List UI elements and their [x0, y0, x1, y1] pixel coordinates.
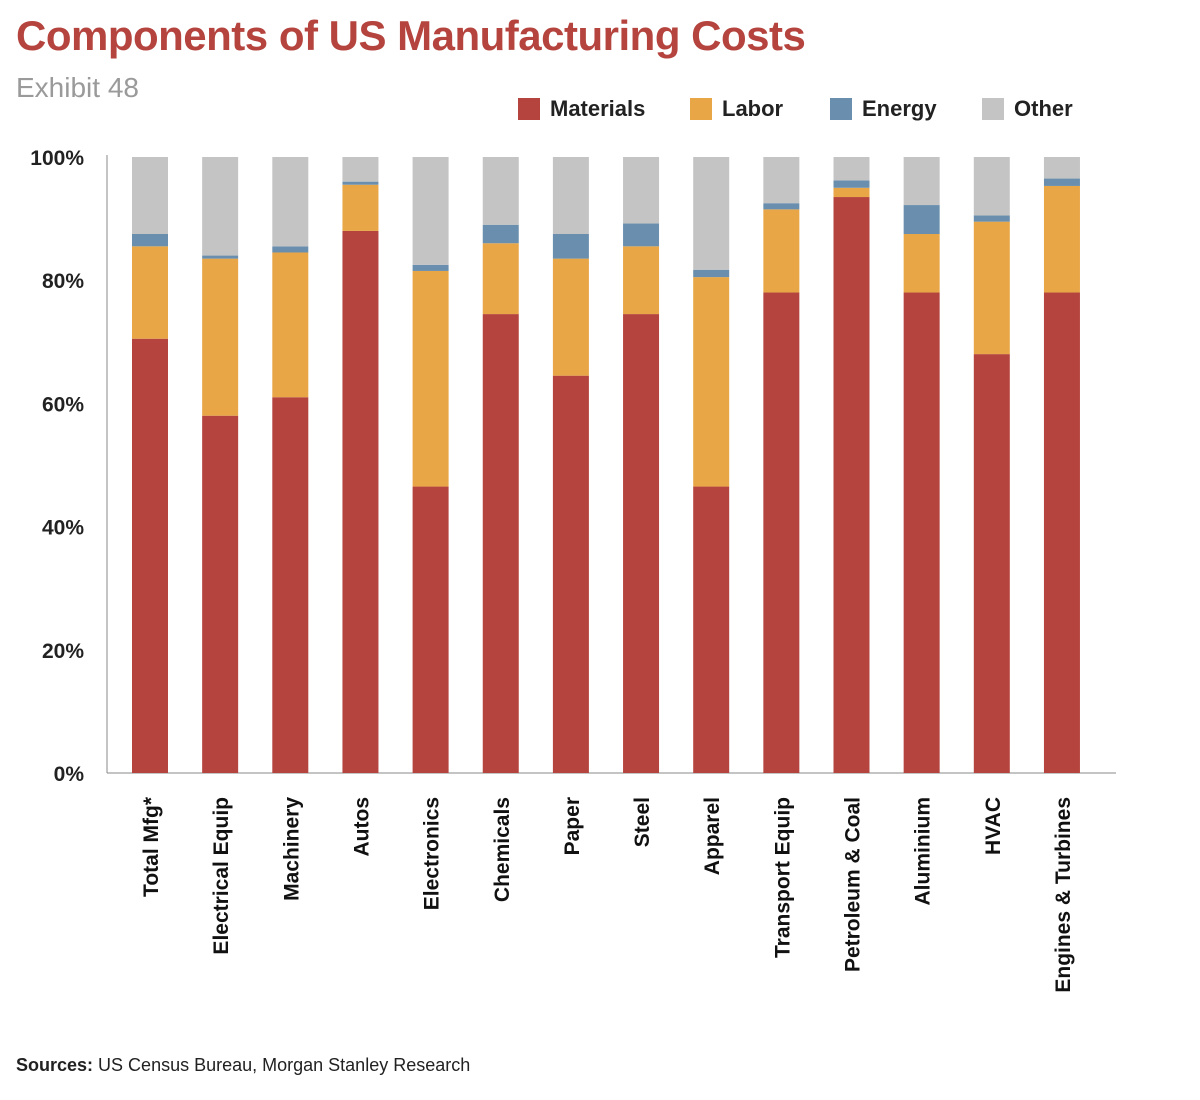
- y-tick-label: 100%: [30, 147, 84, 170]
- legend-label: Other: [1014, 96, 1073, 121]
- x-category-label: Steel: [631, 797, 654, 847]
- bar-segment-other: [623, 157, 660, 224]
- legend-item-materials: Materials: [518, 96, 690, 122]
- bar-segment-other: [342, 157, 379, 182]
- bar-segment-other: [202, 157, 239, 256]
- legend-label: Labor: [722, 96, 784, 121]
- bar-segment-energy: [1043, 178, 1080, 186]
- chart-subtitle: Exhibit 48: [16, 72, 139, 103]
- bar-segment-energy: [693, 269, 730, 278]
- bar-segment-energy: [763, 203, 800, 210]
- bar-segment-labor: [623, 246, 660, 315]
- bar-segment-energy: [833, 180, 870, 188]
- bar-segment-labor: [833, 187, 870, 198]
- legend-swatch: [690, 98, 712, 120]
- bar-segment-energy: [412, 264, 449, 271]
- bar-segment-materials: [552, 375, 589, 773]
- x-category-label: Aluminium: [912, 797, 935, 906]
- bar-segment-materials: [833, 197, 870, 774]
- x-category-label: Chemicals: [491, 797, 514, 902]
- x-category-label: Apparel: [701, 797, 724, 875]
- bar-segment-energy: [903, 205, 940, 234]
- x-category-label: HVAC: [982, 797, 1005, 855]
- bar-segment-other: [833, 157, 870, 181]
- y-tick-label: 60%: [42, 393, 84, 416]
- bar-segment-labor: [1043, 185, 1080, 293]
- bar-segment-labor: [132, 246, 168, 339]
- bar-segment-materials: [132, 338, 168, 773]
- bar-segment-other: [1043, 157, 1080, 179]
- bar-segment-materials: [973, 354, 1010, 773]
- x-category-label: Engines & Turbines: [1052, 797, 1075, 993]
- bar-segment-materials: [272, 397, 309, 773]
- bar-segment-energy: [482, 224, 519, 244]
- x-category-label: Autos: [350, 797, 373, 857]
- stacked-bar-chart: 0% 20% 40% 60% 80% 100% Total Mfg* Electrical E…: [30, 147, 1116, 993]
- bar-segment-labor: [903, 234, 940, 293]
- x-category-label: Electrical Equip: [210, 797, 233, 955]
- bar-segment-labor: [973, 221, 1010, 355]
- bar-segment-other: [272, 157, 309, 247]
- bar-segment-energy: [132, 234, 168, 247]
- bar-segment-other: [412, 157, 449, 265]
- bar-segment-materials: [693, 486, 730, 773]
- legend-item-energy: Energy: [830, 96, 982, 122]
- y-tick-label: 80%: [42, 270, 84, 293]
- bar-segment-labor: [342, 184, 379, 231]
- legend-swatch: [982, 98, 1004, 120]
- chart-title: Components of US Manufacturing Costs: [16, 12, 806, 59]
- bar-segment-materials: [763, 292, 800, 773]
- bar-segment-labor: [202, 258, 239, 416]
- source-note: Sources: US Census Bureau, Morgan Stanle…: [16, 1055, 470, 1076]
- bar-segment-energy: [272, 246, 309, 253]
- x-category-label: Electronics: [421, 797, 444, 910]
- bar-segment-materials: [903, 292, 940, 773]
- bar-segment-materials: [482, 314, 519, 773]
- y-tick-label: 40%: [42, 517, 84, 540]
- bar-segment-materials: [1043, 292, 1080, 773]
- x-category-label: Machinery: [280, 797, 303, 901]
- legend-swatch: [518, 98, 540, 120]
- bar-segment-labor: [272, 252, 309, 398]
- legend-item-other: Other: [982, 96, 1102, 122]
- x-category-label: Total Mfg*: [140, 796, 163, 897]
- bar-segment-other: [552, 157, 589, 234]
- bar-segment-labor: [552, 258, 589, 376]
- bar-segment-labor: [763, 209, 800, 293]
- bar-segment-materials: [623, 314, 660, 773]
- bar-segment-energy: [973, 215, 1010, 222]
- legend: Materials Labor Energy Other: [518, 96, 1102, 122]
- bar-segment-materials: [202, 415, 239, 773]
- bar-segment-labor: [693, 277, 730, 487]
- bar-segment-materials: [342, 230, 379, 774]
- bar-segment-labor: [412, 270, 449, 487]
- legend-label: Materials: [550, 96, 646, 121]
- bar-segment-other: [693, 157, 730, 270]
- y-tick-label: 0%: [54, 763, 85, 786]
- bar-segment-other: [903, 157, 940, 206]
- x-category-label: Transport Equip: [771, 797, 794, 958]
- legend-item-labor: Labor: [690, 96, 830, 122]
- bar-segment-labor: [482, 243, 519, 315]
- bar-segment-other: [973, 157, 1010, 216]
- legend-label: Energy: [862, 96, 937, 121]
- bar-segment-other: [132, 157, 168, 234]
- legend-swatch: [830, 98, 852, 120]
- bar-segment-energy: [552, 234, 589, 259]
- bar-segment-other: [482, 157, 519, 225]
- bar-segment-energy: [623, 223, 660, 247]
- y-tick-label: 20%: [42, 640, 84, 663]
- source-text: US Census Bureau, Morgan Stanley Researc…: [98, 1055, 471, 1075]
- bar-segment-energy: [202, 255, 239, 259]
- source-label: Sources:: [16, 1055, 94, 1075]
- x-category-label: Petroleum & Coal: [842, 797, 865, 972]
- bar-segment-other: [763, 157, 800, 204]
- bar-segment-materials: [412, 486, 449, 773]
- x-category-label: Paper: [561, 797, 584, 855]
- bar-segment-energy: [342, 181, 379, 185]
